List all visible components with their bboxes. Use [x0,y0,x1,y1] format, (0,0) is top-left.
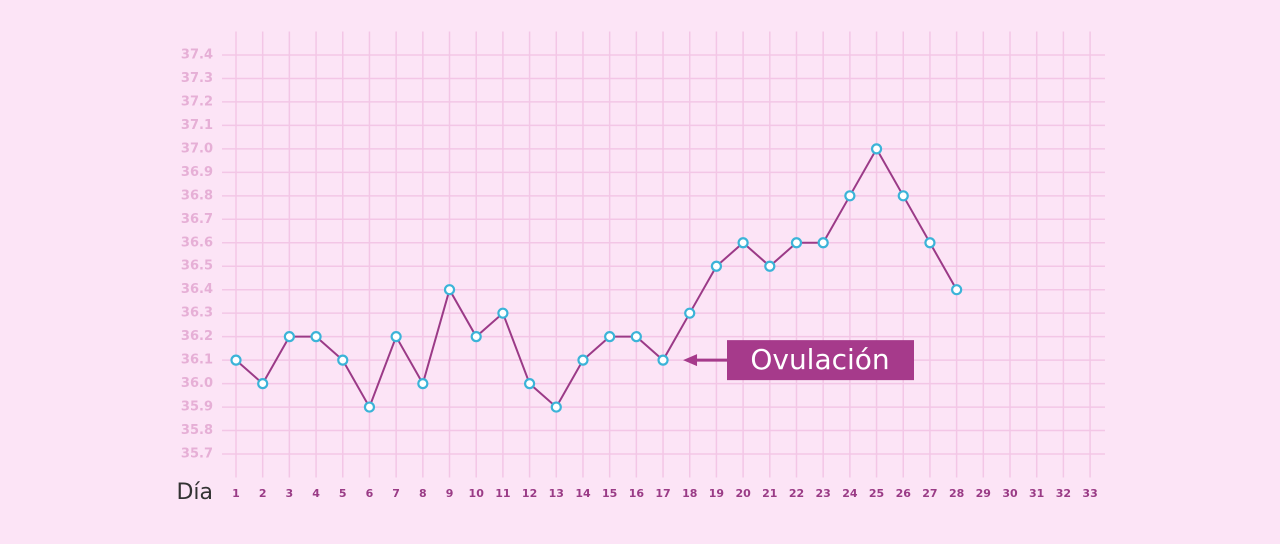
data-point [897,190,909,202]
annotation-box [727,340,914,381]
x-tick-label: 29 [976,487,991,500]
y-tick-label: 36.2 [181,329,213,344]
y-tick-label: 36.6 [181,235,213,250]
x-tick-label: 20 [735,487,751,500]
x-tick-label: 18 [682,487,697,500]
x-tick-label: 30 [1002,487,1018,500]
data-point [257,378,269,390]
data-point [443,284,456,296]
x-tick-label: 33 [1082,487,1097,500]
data-point [657,354,669,366]
x-tick-label: 8 [419,487,427,500]
data-point [283,331,295,343]
data-point [817,237,829,249]
data-point [363,401,376,413]
x-tick-label: 4 [312,487,320,500]
x-tick-label: 17 [655,487,670,500]
y-tick-label: 37.1 [181,118,213,133]
data-point [577,354,589,366]
x-tick-label: 21 [762,487,777,500]
y-tick-label: 36.0 [181,376,213,391]
y-tick-label: 36.3 [181,306,213,321]
x-tick-label: 28 [949,487,964,500]
data-point [497,307,509,319]
data-point [710,260,723,272]
data-point [844,190,856,202]
y-tick-label: 37.2 [181,94,213,109]
data-point [630,331,642,343]
x-tick-label: 32 [1056,487,1071,500]
data-point [523,378,536,390]
y-tick-label: 37.3 [181,71,213,86]
data-point [870,143,883,155]
x-tick-label: 14 [575,487,591,500]
y-tick-label: 35.7 [181,447,213,462]
data-point [924,237,936,249]
x-tick-label: 1 [232,487,240,500]
y-tick-label: 36.7 [181,212,213,227]
x-tick-label: 11 [495,487,510,500]
x-tick-label: 19 [709,487,724,500]
annotation-arrowhead [683,354,698,367]
x-tick-label: 5 [339,487,347,500]
x-axis-label: Día [176,480,213,505]
annotation-text: Ovulación [750,343,889,376]
y-tick-label: 37.0 [181,141,213,156]
x-tick-label: 6 [366,487,374,500]
x-tick-label: 16 [629,487,645,500]
x-tick-label: 31 [1029,487,1044,500]
y-tick-label: 37.4 [181,47,213,62]
x-tick-label: 23 [816,487,831,500]
data-point [737,237,749,249]
y-tick-label: 35.9 [181,400,213,415]
y-tick-label: 36.4 [181,282,213,297]
data-point [604,331,616,343]
data-point [550,401,562,413]
y-tick-label: 36.1 [181,353,213,368]
y-tick-label: 36.5 [181,259,213,274]
y-tick-label: 35.8 [181,423,213,438]
x-tick-label: 26 [896,487,912,500]
x-tick-label: 12 [522,487,537,500]
y-tick-label: 36.9 [181,165,213,180]
data-point [684,307,696,319]
x-tick-label: 24 [842,487,858,500]
x-tick-label: 10 [469,487,485,500]
x-tick-label: 13 [549,487,564,500]
data-point [764,260,776,272]
x-tick-label: 3 [286,487,294,500]
data-point [390,331,402,343]
data-point [790,237,803,249]
data-point [230,354,242,366]
x-tick-label: 9 [446,487,454,500]
data-point [310,331,322,343]
data-point [417,378,429,390]
y-tick-label: 36.8 [181,188,213,203]
x-tick-label: 25 [869,487,884,500]
data-line [235,146,958,410]
x-tick-label: 22 [789,487,804,500]
x-tick-label: 7 [392,487,400,500]
x-tick-label: 2 [259,487,267,500]
x-tick-label: 27 [922,487,937,500]
data-point [951,284,963,296]
data-point [470,331,482,343]
x-tick-label: 15 [602,487,617,500]
data-point [337,354,349,366]
